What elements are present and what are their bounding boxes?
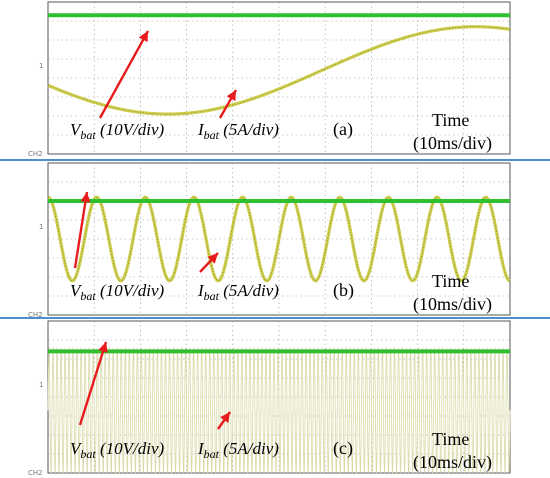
scope-panel-2: 1 CH2 Vbat (10V/div) Ibat (5A/div) (b) Time (1… [28,162,511,319]
ibat-label-main: I [197,281,205,300]
vbat-arrow [98,30,150,119]
ibat-trace [47,346,511,475]
time-label: Time [432,110,469,130]
channel-1-marker: 1 [39,62,43,70]
vbat-arrow [78,341,108,426]
time-div-label: (10ms/div) [413,294,492,315]
ibat-label-rest: (5A/div) [219,439,279,458]
channel-1-marker: 1 [39,223,43,231]
scope-grid [48,2,510,154]
ibat-label: Ibat (5A/div) [197,120,279,142]
vbat-label-sub: bat [80,289,96,303]
ibat-trace-ripple [47,196,511,282]
channel-2-marker: CH2 [28,469,43,477]
ibat-arrow-head [207,253,218,264]
vbat-label: Vbat (10V/div) [70,439,165,461]
ibat-label-rest: (5A/div) [219,120,279,139]
vbat-label-sub: bat [80,128,96,142]
vbat-label: Vbat (10V/div) [70,120,165,142]
vbat-label-rest: (10V/div) [96,120,165,139]
channel-1-marker: 1 [39,381,43,389]
panel-label: (b) [333,280,354,301]
vbat-arrow-shaft [78,341,108,426]
scope-panel-1: 1 CH2 Vbat (10V/div) Ibat (5A/div) (a) Time (1… [28,1,511,158]
ibat-arrow [218,89,238,119]
vbat-arrow-head [98,342,108,354]
ibat-label-sub: bat [204,128,220,142]
ibat-arrow-head [226,90,236,102]
time-div-label: (10ms/div) [413,452,492,473]
vbat-label-main: V [70,281,83,300]
channel-2-marker: CH2 [28,311,43,319]
vbat-label-main: V [70,120,83,139]
vbat-arrow-shaft [73,191,89,269]
panel-label: (a) [333,119,353,140]
ibat-arrow [199,252,219,273]
ibat-label-sub: bat [204,447,220,461]
vbat-arrow-shaft [98,30,150,119]
vbat-arrow [73,191,91,269]
panels: 1 CH2 Vbat (10V/div) Ibat (5A/div) (a) Time (1… [28,1,511,477]
ibat-trace-ripple [47,26,511,115]
vbat-label-sub: bat [80,447,96,461]
scope-panel-3: 1 CH2 Vbat (10V/div) Ibat (5A/div) (c) Time (1… [28,320,511,477]
ibat-label-rest: (5A/div) [219,281,279,300]
time-label: Time [432,271,469,291]
ibat-arrow [217,411,231,430]
channel-2-marker: CH2 [28,150,43,158]
ibat-label: Ibat (5A/div) [197,439,279,461]
ibat-label: Ibat (5A/div) [197,281,279,303]
time-div-label: (10ms/div) [413,133,492,154]
ibat-arrow-head [220,412,230,424]
panel-label: (c) [333,438,353,459]
ibat-label-sub: bat [204,289,220,303]
vbat-label-rest: (10V/div) [96,281,165,300]
vbat-label: Vbat (10V/div) [70,281,165,303]
vbat-arrow-head [138,31,148,43]
vbat-label-main: V [70,439,83,458]
vbat-arrow-head [80,192,91,203]
ibat-label-main: I [197,439,205,458]
time-label: Time [432,429,469,449]
ibat-label-main: I [197,120,205,139]
vbat-label-rest: (10V/div) [96,439,165,458]
